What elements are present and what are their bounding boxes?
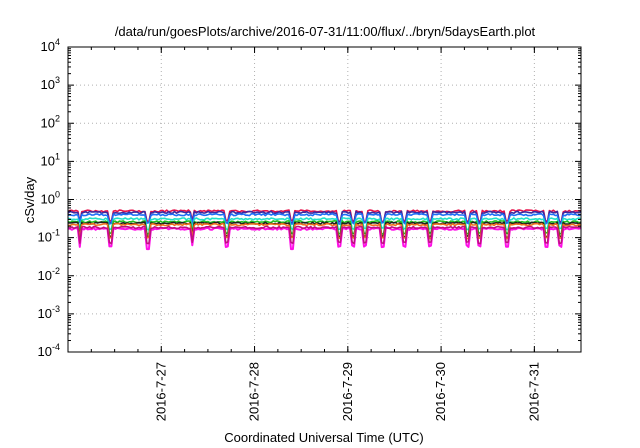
- y-axis-ticks: 10-4 10-3 10-2 10-1 100 101 102 103 104: [38, 37, 581, 359]
- y-tick-label: 10-2: [38, 266, 60, 283]
- series-line: [67, 222, 582, 240]
- series-line: [67, 225, 582, 245]
- series-line: [67, 226, 582, 251]
- y-tick-label: 103: [41, 75, 60, 92]
- y-tick-label: 100: [41, 190, 60, 207]
- series-line: [67, 217, 582, 231]
- grid-lines: [68, 47, 581, 352]
- series-line: [67, 220, 582, 235]
- x-axis-label: Coordinated Universal Time (UTC): [224, 430, 423, 445]
- y-tick-label: 104: [41, 37, 60, 54]
- y-axis-label: cSv/day: [22, 176, 37, 223]
- x-tick-label: 2016-7-31: [526, 362, 541, 421]
- x-axis-ticks: 2016-7-27 2016-7-28 2016-7-29 2016-7-30 2016…: [67, 47, 582, 421]
- y-tick-label: 102: [41, 113, 60, 130]
- x-tick-label: 2016-7-30: [433, 362, 448, 421]
- x-tick-label: 2016-7-27: [153, 362, 168, 421]
- series-line: [67, 210, 582, 225]
- series-lines: [67, 209, 582, 251]
- series-line: [67, 212, 582, 225]
- y-tick-label: 10-3: [38, 304, 60, 321]
- x-tick-label: 2016-7-29: [340, 362, 355, 421]
- x-tick-label: 2016-7-28: [247, 362, 262, 421]
- y-tick-label: 101: [41, 151, 60, 168]
- chart-title: /data/run/goesPlots/archive/2016-07-31/1…: [115, 24, 536, 39]
- y-tick-label: 10-1: [38, 228, 60, 245]
- y-tick-label: 10-4: [38, 342, 60, 359]
